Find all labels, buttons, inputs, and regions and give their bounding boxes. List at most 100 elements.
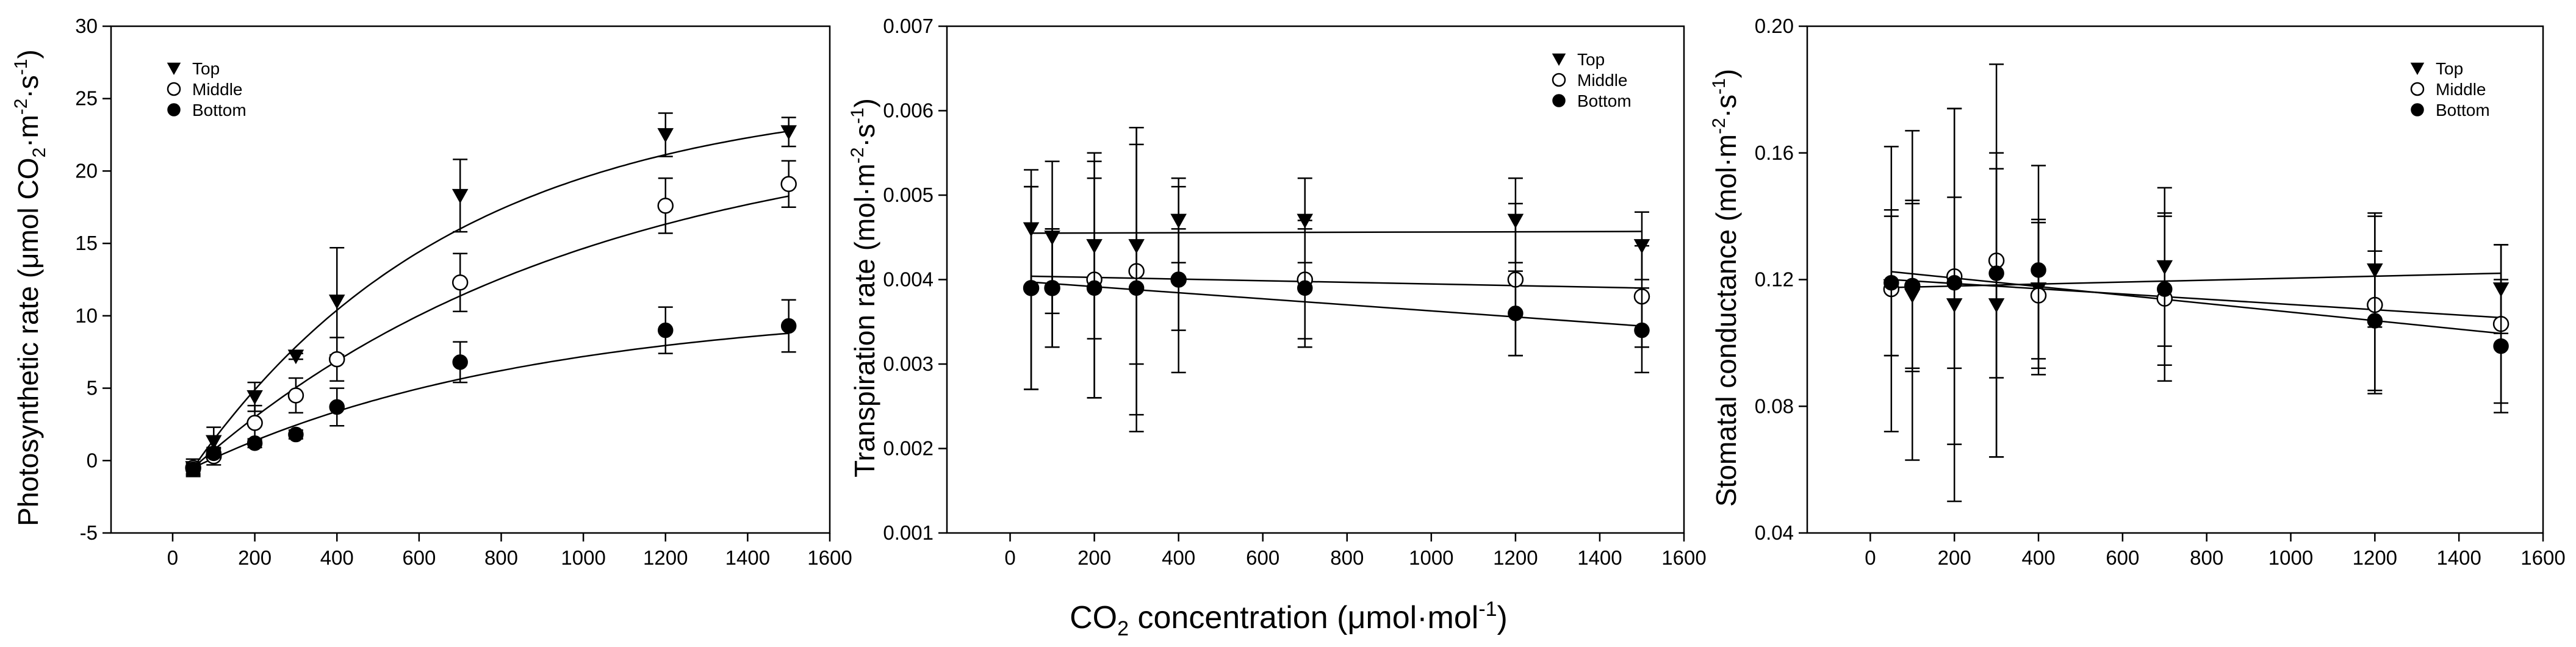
panel-stomatal: Stomatal conductance (mol·m-2·s-1) 0.040… xyxy=(1709,15,2566,569)
y-tick-label: 0.005 xyxy=(883,184,934,206)
data-point-top xyxy=(452,188,469,204)
data-point-bottom xyxy=(206,445,222,462)
x-tick-label: 800 xyxy=(2190,546,2223,569)
legend-marker-top xyxy=(2410,62,2425,76)
legend-marker-middle xyxy=(2410,82,2425,96)
data-point-middle xyxy=(328,351,345,368)
y-tick-label: 0.20 xyxy=(1755,15,1794,37)
y-tick-label: 0.003 xyxy=(883,352,934,375)
shared-x-axis-title: CO2 concentration (μmol·mol-1) xyxy=(1070,598,1508,640)
fit-line-top xyxy=(1891,272,2502,288)
fit-line-middle xyxy=(1031,275,1642,289)
y-tick-label: 0.12 xyxy=(1755,268,1794,291)
y-tick-label: -5 xyxy=(80,521,98,544)
data-point-bottom xyxy=(1946,274,1962,291)
y-tick-label: 0.04 xyxy=(1755,521,1794,544)
x-tick-label: 1200 xyxy=(1493,546,1538,569)
plot-area-stomatal: 0.04 0.08 0.12 0.16 0.20 0 200 400 600 800 1000 120… xyxy=(1755,15,2566,569)
data-point-bottom xyxy=(1086,280,1103,296)
data-point-middle xyxy=(780,176,797,193)
x-tick-label: 1000 xyxy=(2268,546,2313,569)
data-point-bottom xyxy=(1883,274,1899,291)
data-point-bottom xyxy=(1904,278,1921,294)
x-tick-label: 600 xyxy=(402,546,436,569)
x-tick-label: 200 xyxy=(238,546,272,569)
y-tick-label: 15 xyxy=(75,232,98,254)
y-tick-label: 30 xyxy=(75,15,98,37)
data-point-top xyxy=(328,295,345,310)
x-tick-label: 400 xyxy=(1162,546,1195,569)
y-tick-label: 0.007 xyxy=(883,15,934,37)
fit-line-middle xyxy=(1891,279,2502,319)
x-tick-label: 1600 xyxy=(2520,546,2565,569)
legend-label-middle: Middle xyxy=(2436,80,2486,99)
plot-area-photosynthetic: -5 0 5 10 15 20 25 30 0 200 400 600 800 1000 1200 1400 1… xyxy=(75,15,852,569)
fit-line-middle xyxy=(192,195,789,469)
data-point-bottom xyxy=(780,318,797,334)
x-tick-label: 1600 xyxy=(1661,546,1706,569)
legend-label-top: Top xyxy=(1577,50,1605,69)
data-point-bottom xyxy=(1170,271,1187,288)
data-point-bottom xyxy=(1297,280,1313,296)
legend-label-top: Top xyxy=(192,59,220,78)
x-tick-label: 400 xyxy=(320,546,354,569)
panel-transpiration: Transpiration rate (mol·m-2·s-1) 0.001 0.… xyxy=(847,15,1707,569)
fit-line-bottom xyxy=(1031,281,1642,327)
plot-frame xyxy=(110,25,831,534)
x-tick-label: 1200 xyxy=(2353,546,2397,569)
x-tick-label: 1000 xyxy=(561,546,605,569)
legend-marker-top xyxy=(1552,53,1566,66)
y-tick-label: 0.08 xyxy=(1755,395,1794,417)
legend-label-bottom: Bottom xyxy=(1577,91,1632,110)
legend-marker-bottom xyxy=(2411,103,2424,116)
data-point-bottom xyxy=(1128,280,1145,296)
data-point-bottom xyxy=(1634,322,1650,338)
x-tick-label: 800 xyxy=(484,546,518,569)
y-tick-label: 0.16 xyxy=(1755,141,1794,164)
data-point-bottom xyxy=(2367,313,2383,329)
data-point-middle xyxy=(452,274,469,291)
fit-line-bottom xyxy=(193,332,789,469)
y-tick-label: 25 xyxy=(75,87,98,110)
x-tick-label: 200 xyxy=(1078,546,1111,569)
x-tick-label: 0 xyxy=(1865,546,1876,569)
x-tick-label: 800 xyxy=(1330,546,1364,569)
legend-marker-bottom xyxy=(1552,94,1566,107)
data-point-bottom xyxy=(1508,306,1524,321)
legend-label-middle: Middle xyxy=(192,80,242,99)
data-point-top xyxy=(246,390,263,405)
data-point-middle xyxy=(287,387,304,404)
legend: Top Middle Bottom xyxy=(167,59,246,120)
x-tick-label: 1400 xyxy=(1577,546,1622,569)
y-tick-label: 0.006 xyxy=(883,99,934,122)
y-tick-label: 0.001 xyxy=(883,521,934,544)
data-point-top xyxy=(287,349,304,365)
data-point-top xyxy=(780,125,797,140)
x-tick-label: 200 xyxy=(1938,546,1971,569)
legend-label-bottom: Bottom xyxy=(192,101,246,120)
data-point-top xyxy=(657,128,674,143)
x-tick-label: 600 xyxy=(1246,546,1279,569)
fit-line-top xyxy=(192,130,789,468)
data-point-bottom xyxy=(1988,265,2004,281)
x-tick-label: 0 xyxy=(1004,546,1015,569)
y-axis-title-transpiration: Transpiration rate (mol·m-2·s-1) xyxy=(847,98,880,477)
data-point-bottom xyxy=(2157,281,2173,297)
legend-marker-bottom xyxy=(167,103,181,116)
data-point-bottom xyxy=(288,426,304,443)
fit-line-bottom xyxy=(1891,271,2502,335)
data-point-bottom xyxy=(452,354,468,370)
legend-label-middle: Middle xyxy=(1577,71,1627,90)
data-point-bottom xyxy=(185,461,201,477)
x-tick-label: 1200 xyxy=(643,546,688,569)
y-tick-label: 0.004 xyxy=(883,268,934,291)
data-point-middle xyxy=(246,415,263,431)
y-tick-label: 0.002 xyxy=(883,437,934,460)
x-tick-label: 0 xyxy=(167,546,178,569)
x-tick-label: 1400 xyxy=(725,546,770,569)
data-point-bottom xyxy=(246,435,263,451)
panel-photosynthetic: Photosynthetic rate (μmol CO2·m-2·s-1) -… xyxy=(11,15,852,569)
